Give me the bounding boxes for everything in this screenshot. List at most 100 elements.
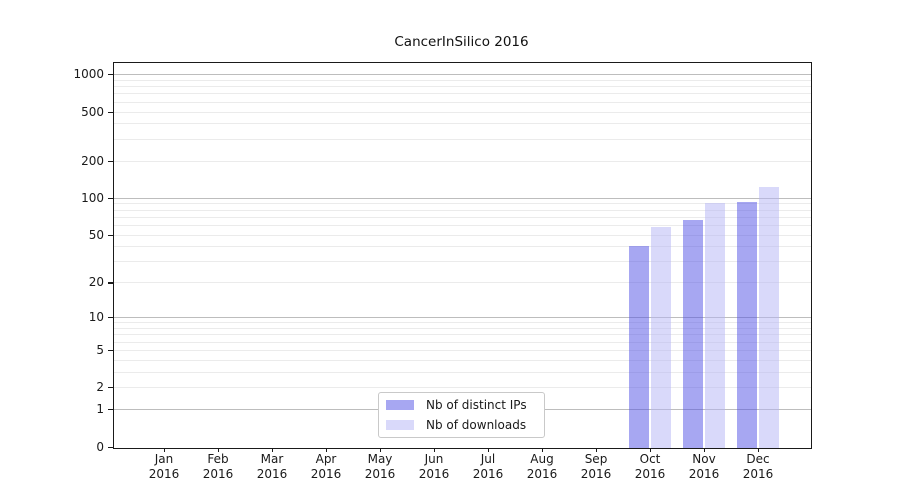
gridline-minor — [114, 209, 811, 211]
y-axis-tick-label: 20 — [88, 275, 104, 290]
gridline-minor — [114, 86, 811, 88]
y-axis-tick-mark — [108, 74, 114, 76]
y-axis-tick-mark — [108, 160, 114, 162]
x-axis-tick-mark — [434, 448, 436, 452]
gridline-minor — [114, 93, 811, 95]
y-axis-tick-label: 1000 — [73, 67, 104, 82]
x-tick-month: Jan — [154, 452, 174, 466]
gridline-minor — [114, 79, 811, 81]
x-axis-tick-mark — [704, 448, 706, 452]
x-tick-month: Mar — [260, 452, 284, 466]
y-axis-tick-mark — [108, 234, 114, 236]
y-axis-tick-mark — [108, 349, 114, 352]
x-axis-tick-label: Mar 2016 — [244, 452, 300, 482]
y-axis-tick-label: 200 — [81, 153, 104, 168]
y-axis-tick-label: 10 — [88, 310, 104, 325]
gridline-minor — [114, 216, 811, 218]
x-tick-year: 2016 — [526, 467, 558, 481]
x-tick-month: Jul — [480, 452, 496, 466]
x-tick-year: 2016 — [580, 467, 612, 481]
gridline-minor — [114, 111, 811, 113]
gridline-minor — [114, 282, 811, 284]
bar-distinct-ips — [629, 246, 649, 448]
x-axis-tick-label: Oct 2016 — [622, 452, 678, 482]
x-tick-year: 2016 — [742, 467, 774, 481]
y-axis-tick-mark — [108, 387, 114, 389]
chart-title: CancerInSilico 2016 — [394, 34, 529, 50]
x-tick-year: 2016 — [148, 467, 180, 481]
x-axis-tick-mark — [542, 448, 544, 452]
legend: Nb of distinct IPs Nb of downloads — [378, 392, 545, 438]
bar-distinct-ips — [737, 202, 757, 448]
gridline-minor — [114, 359, 811, 361]
x-axis-tick-label: Apr 2016 — [298, 452, 354, 482]
gridline-minor — [114, 203, 811, 205]
legend-row: Nb of distinct IPs — [386, 398, 544, 413]
y-axis-tick-mark — [108, 409, 114, 411]
x-tick-month: Sep — [584, 452, 608, 466]
legend-label-distinct-ips: Nb of distinct IPs — [426, 398, 527, 412]
y-axis-tick-label: 100 — [81, 190, 104, 205]
x-tick-year: 2016 — [688, 467, 720, 481]
plot-area: 0 1 2 5 10 20 50 100 200 500 1000 Jan 2016 Feb 2016 Mar… — [73, 62, 812, 481]
x-axis-tick-mark — [218, 448, 220, 452]
gridline-minor — [114, 224, 811, 226]
x-tick-year: 2016 — [202, 467, 234, 481]
x-axis-tick-label: Feb 2016 — [190, 452, 246, 482]
y-axis-tick-mark — [108, 282, 114, 284]
x-axis-tick-label: Nov 2016 — [676, 452, 732, 482]
x-axis-tick-label: Dec 2016 — [730, 452, 786, 482]
x-axis-tick-mark — [488, 448, 490, 452]
gridline-major — [114, 317, 811, 319]
gridline-minor — [114, 341, 811, 343]
x-axis-tick-label: May 2016 — [352, 452, 408, 482]
legend-swatch-distinct-ips — [386, 400, 414, 410]
x-axis-tick-mark — [326, 448, 328, 452]
x-axis-tick-mark — [596, 448, 598, 452]
y-axis-tick-label: 500 — [81, 104, 104, 119]
x-axis-tick-mark — [380, 448, 382, 452]
x-tick-year: 2016 — [418, 467, 450, 481]
x-tick-month: Apr — [315, 452, 337, 466]
x-tick-month: Nov — [692, 452, 716, 466]
x-axis-tick-label: Jul 2016 — [460, 452, 516, 482]
gridline-minor — [114, 387, 811, 389]
x-tick-year: 2016 — [472, 467, 504, 481]
gridline-minor — [114, 261, 811, 263]
x-tick-month: Feb — [207, 452, 229, 466]
gridline-minor — [114, 246, 811, 248]
y-axis-tick-label: 50 — [88, 227, 104, 242]
x-tick-year: 2016 — [310, 467, 342, 481]
bar-downloads — [759, 187, 779, 448]
y-axis-tick-mark — [108, 317, 114, 319]
gridline-minor — [114, 371, 811, 373]
bar-downloads — [705, 203, 725, 448]
x-tick-month: Oct — [639, 452, 661, 466]
x-tick-year: 2016 — [364, 467, 396, 481]
legend-label-downloads: Nb of downloads — [426, 418, 527, 432]
y-axis-tick-label: 2 — [96, 380, 104, 395]
gridline-major — [114, 74, 811, 76]
x-axis-tick-mark — [758, 448, 760, 452]
gridline-minor — [114, 328, 811, 330]
y-axis-tick-label: 5 — [96, 342, 104, 357]
bar-downloads — [651, 226, 671, 448]
gridline-minor — [114, 322, 811, 324]
y-axis-tick-label: 0 — [96, 439, 104, 454]
x-axis-tick-label: Jun 2016 — [406, 452, 462, 482]
y-axis-tick-mark — [108, 197, 114, 199]
legend-swatch-downloads — [386, 420, 414, 430]
x-tick-month: Aug — [530, 452, 554, 466]
x-tick-year: 2016 — [256, 467, 288, 481]
y-axis-tick-mark — [108, 111, 114, 113]
gridline-minor — [114, 160, 811, 162]
gridline-minor — [114, 138, 811, 140]
x-axis-tick-mark — [164, 448, 166, 452]
y-axis-tick-mark — [108, 446, 114, 448]
x-axis-tick-mark — [650, 448, 652, 452]
bar-distinct-ips — [683, 219, 703, 448]
x-axis-tick-label: Aug 2016 — [514, 452, 570, 482]
legend-row: Nb of downloads — [386, 418, 544, 433]
gridline-minor — [114, 123, 811, 125]
